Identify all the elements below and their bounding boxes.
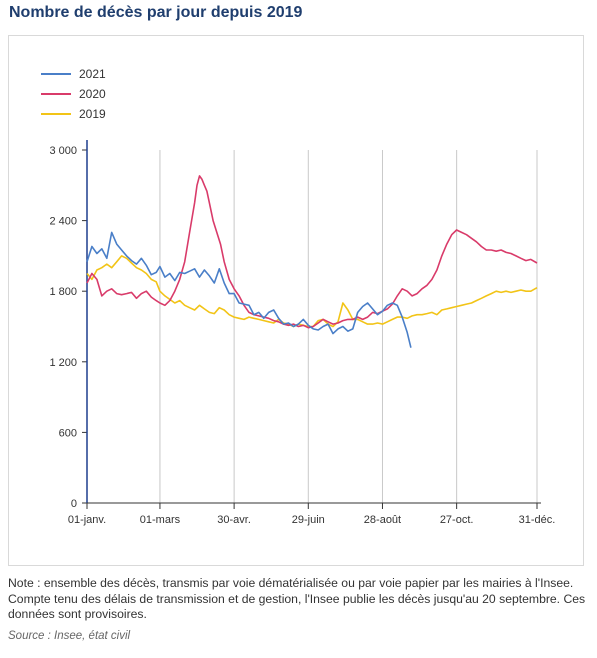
series-line-2021 — [86, 231, 412, 348]
y-tick-label: 1 200 — [49, 357, 77, 369]
series-line-2020 — [86, 175, 538, 329]
legend-label-2019: 2019 — [79, 107, 106, 121]
x-tick-label: 28-août — [364, 514, 401, 526]
chart-container: 0 600 1 200 1 800 2 400 3 000 01-janv. 01-mars 3… — [8, 35, 584, 566]
x-tick-label: 27-oct. — [440, 514, 474, 526]
y-tick-label: 3 000 — [49, 145, 77, 157]
chart-title: Nombre de décès par jour depuis 2019 — [9, 4, 303, 21]
y-tick-label: 600 — [59, 427, 77, 439]
y-tick-label: 0 — [71, 498, 77, 510]
legend-label-2021: 2021 — [79, 67, 106, 81]
y-tick-label: 2 400 — [49, 216, 77, 228]
legend-label-2020: 2020 — [79, 87, 106, 101]
chart-source: Source : Insee, état civil — [8, 630, 131, 642]
chart-note: Note : ensemble des décès, transmis par … — [8, 576, 586, 621]
x-tick-label: 01-mars — [140, 514, 181, 526]
x-tick-label: 30-avr. — [217, 514, 251, 526]
x-tick-label: 31-déc. — [519, 514, 556, 526]
x-tick-label: 29-juin — [292, 514, 325, 526]
y-tick-label: 1 800 — [49, 286, 77, 298]
series-line-2019 — [86, 255, 538, 328]
line-chart: 0 600 1 200 1 800 2 400 3 000 01-janv. 01-mars 3… — [41, 67, 556, 526]
x-tick-label: 01-janv. — [68, 514, 106, 526]
